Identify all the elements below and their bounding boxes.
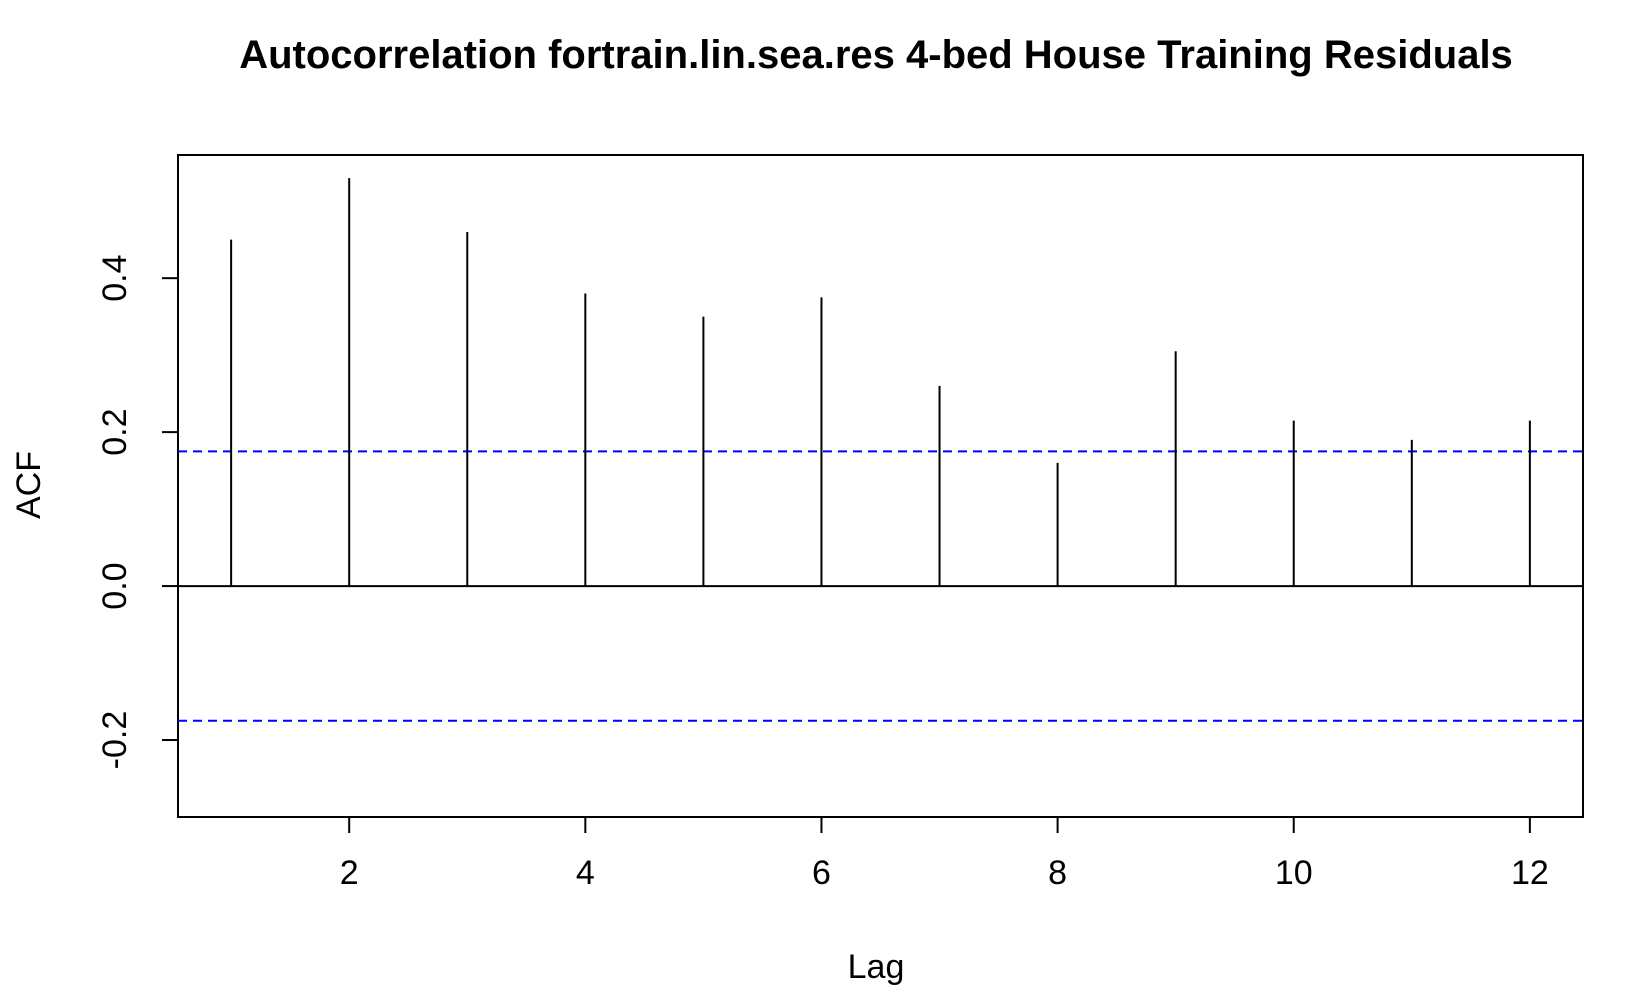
y-tick-label: 0.2 — [96, 408, 134, 455]
y-tick-label: -0.2 — [96, 711, 134, 770]
x-tick-label: 8 — [1048, 854, 1067, 892]
chart-title: Autocorrelation fortrain.lin.sea.res 4-b… — [239, 33, 1513, 77]
x-axis-label: Lag — [848, 948, 905, 986]
plot-area: 2 4 6 8 10 12 -0.2 0.0 0.2 0.4 — [96, 154, 1584, 892]
y-axis-label: ACF — [10, 451, 48, 519]
y-tick-label: 0.4 — [96, 255, 134, 302]
x-tick-label: 10 — [1275, 854, 1313, 892]
plot-frame — [177, 154, 1584, 818]
x-tick-label: 12 — [1511, 854, 1549, 892]
x-tick-label: 4 — [576, 854, 595, 892]
y-tick-label: 0.0 — [96, 562, 134, 609]
x-tick-label: 2 — [340, 854, 359, 892]
x-tick-label: 6 — [812, 854, 831, 892]
